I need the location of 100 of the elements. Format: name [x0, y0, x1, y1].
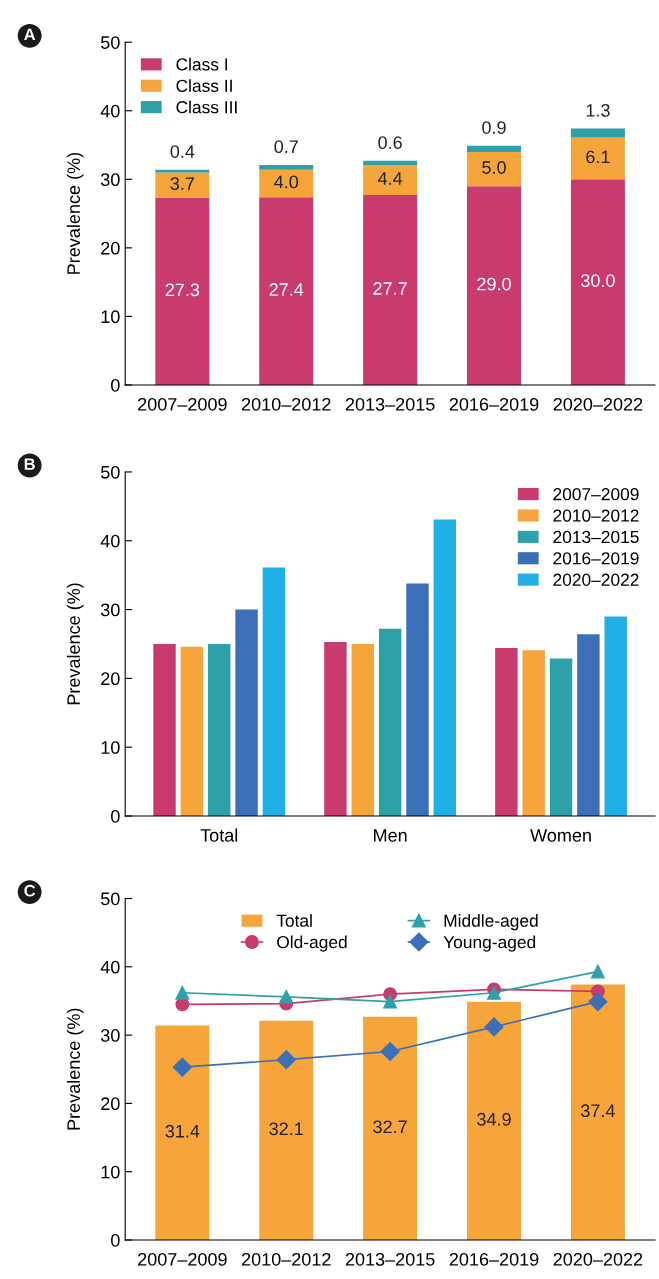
- legend-label: Class I: [176, 57, 228, 71]
- bar: [155, 1025, 210, 1240]
- legend-label: 2016–2019: [553, 552, 639, 565]
- y-tick-label: 40: [100, 960, 120, 974]
- data-label: 0.6: [378, 136, 402, 150]
- y-tick-label: 50: [100, 892, 120, 906]
- bar: [155, 197, 210, 385]
- data-label: 3.7: [170, 177, 194, 190]
- legend-label: Class II: [176, 79, 232, 92]
- y-tick-label: 10: [101, 310, 120, 324]
- bar: [363, 164, 418, 196]
- x-tick-label: Men: [374, 829, 407, 842]
- y-tick-label: 0: [111, 378, 120, 392]
- bar: [259, 1020, 314, 1240]
- bar: [467, 1001, 522, 1240]
- bar: [363, 1016, 418, 1240]
- y-tick-label: 0: [111, 809, 120, 823]
- bar: [153, 643, 176, 816]
- data-label: 32.7: [373, 1120, 407, 1134]
- bar: [522, 650, 545, 816]
- legend-label: 2007–2009: [553, 488, 639, 501]
- bar: [570, 137, 625, 180]
- bar: [259, 197, 314, 385]
- x-tick-label: 2016–2019: [449, 397, 539, 411]
- point: [279, 989, 294, 1004]
- bar: [433, 519, 457, 816]
- y-tick-label: 30: [100, 603, 120, 617]
- data-label: 5.0: [482, 161, 506, 174]
- bar: [467, 151, 522, 187]
- bar: [570, 984, 625, 1240]
- data-label: 29.0: [477, 277, 511, 291]
- data-label: 6.1: [586, 150, 610, 164]
- bar: [604, 616, 627, 816]
- data-label: 27.3: [165, 283, 200, 297]
- bar: [259, 164, 314, 170]
- legend-label: 2010–2012: [553, 509, 639, 522]
- y-tick-label: 50: [100, 36, 120, 49]
- data-label: 30.0: [581, 274, 615, 287]
- bar: [180, 646, 204, 816]
- data-label: 27.7: [373, 282, 407, 295]
- bar: [259, 169, 314, 198]
- legend-label: Total: [276, 914, 312, 927]
- bar: [467, 186, 522, 385]
- y-tick-label: 40: [100, 104, 120, 118]
- legend-label: 2013–2015: [553, 530, 639, 544]
- data-label: 0.4: [170, 145, 195, 158]
- chart-title: B: [24, 458, 35, 470]
- point: [588, 992, 608, 1012]
- y-tick-label: 20: [101, 672, 120, 686]
- y-axis-title: Prevalence (%): [66, 1008, 84, 1130]
- chart-title: A: [24, 28, 36, 41]
- bar: [495, 648, 518, 816]
- data-label: 37.4: [581, 1104, 615, 1118]
- bar: [363, 195, 418, 385]
- data-label: 4.0: [274, 175, 299, 189]
- bar: [155, 172, 210, 198]
- chart-title: C: [24, 884, 36, 897]
- data-label: 27.4: [269, 283, 304, 296]
- bar: [262, 567, 286, 816]
- bar: [235, 609, 258, 816]
- x-tick-label: 2007–2009: [138, 1252, 227, 1266]
- legend-label: Young-aged: [443, 935, 536, 952]
- y-tick-label: 20: [101, 241, 120, 255]
- y-tick-label: 20: [101, 1097, 120, 1111]
- y-tick-label: 30: [100, 173, 120, 187]
- x-tick-label: 2020–2022: [553, 1252, 643, 1266]
- y-tick-label: 50: [100, 465, 120, 479]
- legend-label: Old-aged: [277, 935, 347, 952]
- y-axis-title: Prevalence (%): [66, 583, 84, 705]
- data-label: 0.7: [274, 140, 298, 154]
- x-tick-label: Total: [200, 828, 238, 842]
- x-tick-label: 2013–2015: [345, 1252, 435, 1266]
- data-label: 4.4: [377, 172, 403, 185]
- data-label: 34.9: [477, 1112, 511, 1126]
- data-label: 1.3: [586, 104, 610, 117]
- bar: [378, 628, 402, 816]
- point: [484, 1017, 504, 1037]
- x-tick-label: 2013–2015: [345, 397, 435, 411]
- x-tick-label: 2010–2012: [241, 397, 331, 411]
- x-tick-label: 2016–2019: [449, 1252, 539, 1266]
- bar: [406, 583, 429, 816]
- bar: [324, 641, 347, 816]
- bar: [208, 643, 231, 816]
- x-tick-label: 2010–2012: [241, 1252, 331, 1266]
- x-tick-label: Women: [530, 829, 591, 842]
- bar: [549, 658, 573, 816]
- bar: [351, 643, 374, 816]
- y-tick-label: 40: [100, 534, 120, 548]
- y-tick-label: 30: [100, 1029, 120, 1042]
- point: [172, 1057, 192, 1077]
- bar: [467, 145, 522, 152]
- bar: [363, 160, 418, 165]
- point: [383, 994, 398, 1009]
- point: [380, 1041, 400, 1062]
- y-tick-label: 10: [101, 1165, 120, 1179]
- bar: [577, 634, 600, 816]
- bar: [570, 128, 625, 138]
- x-tick-label: 2007–2009: [138, 397, 227, 411]
- data-label: 31.4: [165, 1124, 200, 1138]
- x-tick-label: 2020–2022: [553, 397, 643, 411]
